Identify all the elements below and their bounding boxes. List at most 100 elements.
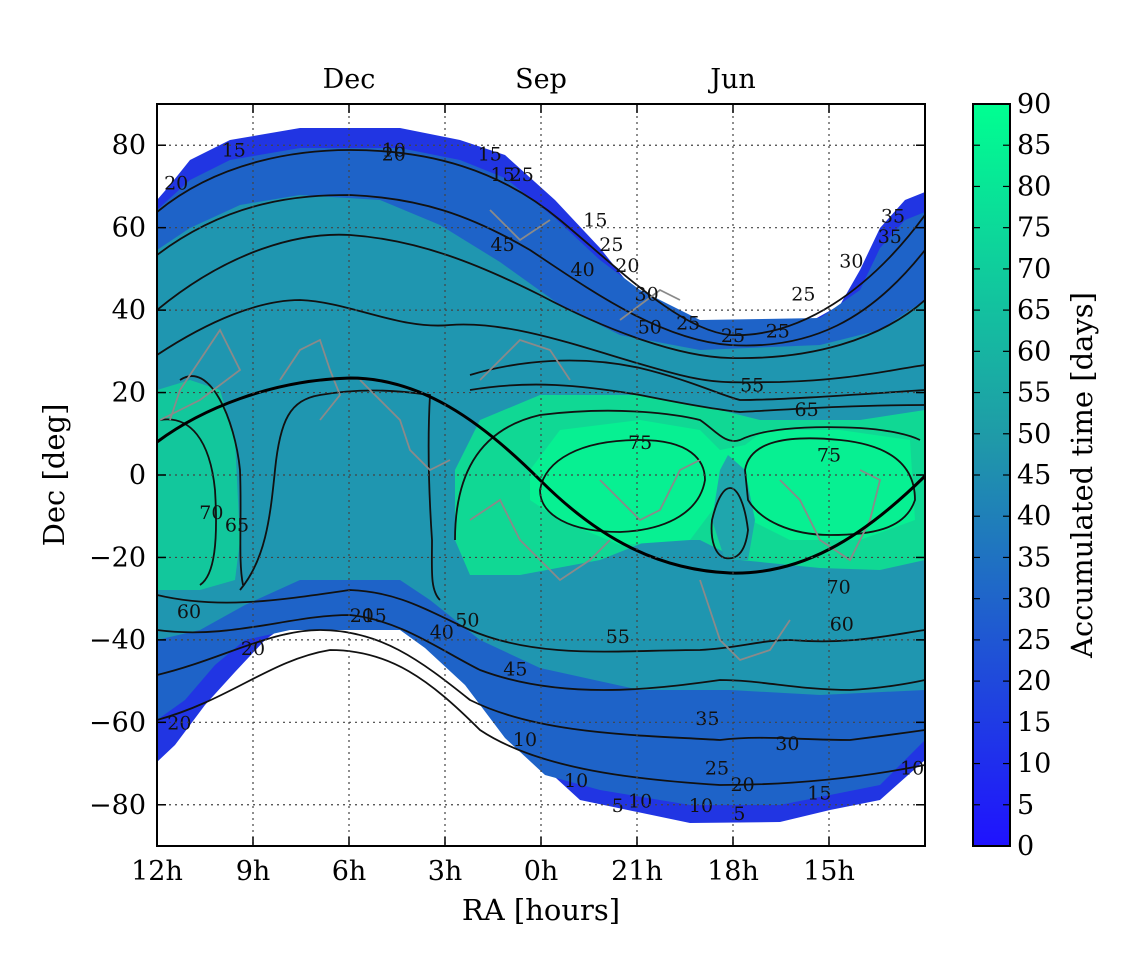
contour-label: 15 xyxy=(807,782,831,804)
colorbar-tick-label: 60 xyxy=(1017,336,1051,367)
contour-label: 10 xyxy=(382,139,406,161)
contour-label: 65 xyxy=(225,514,249,536)
colorbar-tick-label: 85 xyxy=(1017,130,1051,161)
colorbar-label: Accumulated time [days] xyxy=(1065,292,1099,659)
contour-label: 20 xyxy=(350,605,374,627)
contour-label: 70 xyxy=(199,502,223,524)
top-tick-label: Sep xyxy=(515,64,567,95)
colorbar-tick-label: 10 xyxy=(1017,749,1051,780)
contour-label: 20 xyxy=(731,774,755,796)
contour-label: 25 xyxy=(676,312,700,334)
contour-label: 20 xyxy=(167,712,191,734)
y-axis-label: Dec [deg] xyxy=(37,404,71,547)
contour-label: 20 xyxy=(615,255,639,277)
contour-label: 65 xyxy=(795,399,819,421)
colorbar-tick-label: 90 xyxy=(1017,89,1051,120)
contour-label: 5 xyxy=(612,795,624,817)
contour-label: 30 xyxy=(775,733,799,755)
contour-label: 25 xyxy=(510,164,534,186)
y-tick-label: 60 xyxy=(112,213,146,244)
colorbar-tick-label: 5 xyxy=(1017,790,1034,821)
x-tick-label: 3h xyxy=(428,856,463,887)
contour-label: 10 xyxy=(628,791,652,813)
colorbar-tick-label: 35 xyxy=(1017,542,1051,573)
x-tick-label: 21h xyxy=(611,856,663,887)
y-tick-label: −40 xyxy=(89,625,146,656)
contour-label: 15 xyxy=(491,164,515,186)
contour-label: 15 xyxy=(583,209,607,231)
contour-label: 5 xyxy=(733,803,745,825)
contour-label: 20 xyxy=(164,172,188,194)
contour-label: 50 xyxy=(455,609,479,631)
colorbar-tick-label: 65 xyxy=(1017,295,1051,326)
contour-label: 50 xyxy=(638,317,662,339)
contour-label: 25 xyxy=(791,284,815,306)
contour-label: 15 xyxy=(222,139,246,161)
colorbar-tick-label: 20 xyxy=(1017,666,1051,697)
y-axis-ticks: 80 60 40 20 0 −20 −40 −60 −80 xyxy=(89,130,925,821)
contour-label: 75 xyxy=(817,444,841,466)
y-tick-label: −60 xyxy=(89,707,146,738)
colorbar-tick-label: 0 xyxy=(1017,831,1034,862)
contour-label: 35 xyxy=(695,708,719,730)
contour-label: 30 xyxy=(635,284,659,306)
x-tick-label: 12h xyxy=(131,856,183,887)
contour-label: 60 xyxy=(830,613,854,635)
colorbar-tick-label: 25 xyxy=(1017,625,1051,656)
top-axis-ticks: Dec Sep Jun xyxy=(323,64,756,95)
colorbar-tick-label: 70 xyxy=(1017,254,1051,285)
contour-label: 25 xyxy=(766,321,790,343)
y-tick-label: 0 xyxy=(129,460,146,491)
contour-label: 45 xyxy=(491,234,515,256)
contour-label: 30 xyxy=(839,251,863,273)
colorbar-tick-label: 15 xyxy=(1017,707,1051,738)
contour-label: 10 xyxy=(564,770,588,792)
x-tick-label: 18h xyxy=(707,856,759,887)
contour-lines xyxy=(157,149,925,786)
contour-label: 45 xyxy=(503,659,527,681)
x-tick-label: 15h xyxy=(803,856,855,887)
y-tick-label: 80 xyxy=(112,130,146,161)
contour-label: 35 xyxy=(878,226,902,248)
contour-label: 25 xyxy=(721,325,745,347)
colorbar-tick-label: 80 xyxy=(1017,171,1051,202)
contour-label: 10 xyxy=(689,795,713,817)
y-tick-label: 40 xyxy=(112,295,146,326)
top-tick-label: Jun xyxy=(707,64,756,95)
contour-label: 55 xyxy=(740,374,764,396)
grid-lines xyxy=(157,104,925,846)
contour-label: 70 xyxy=(827,576,851,598)
contour-label: 35 xyxy=(881,205,905,227)
y-tick-label: 20 xyxy=(112,378,146,409)
contour-label: 15 xyxy=(363,605,387,627)
contour-label: 75 xyxy=(628,432,652,454)
colorbar-tick-label: 45 xyxy=(1017,460,1051,491)
colorbar-tick-label: 30 xyxy=(1017,584,1051,615)
contour-label: 20 xyxy=(382,143,406,165)
x-tick-label: 6h xyxy=(332,856,367,887)
contour-label: 55 xyxy=(606,626,630,648)
top-tick-label: Dec xyxy=(323,64,376,95)
colorbar-tick-label: 75 xyxy=(1017,213,1051,244)
x-tick-label: 0h xyxy=(524,856,559,887)
contour-label: 10 xyxy=(900,758,924,780)
colorbar-tick-label: 55 xyxy=(1017,378,1051,409)
x-tick-label: 9h xyxy=(236,856,271,887)
contour-label: 20 xyxy=(241,638,265,660)
colorbar-tick-label: 40 xyxy=(1017,501,1051,532)
contour-label: 40 xyxy=(430,622,454,644)
contour-label: 60 xyxy=(177,601,201,623)
y-tick-label: −80 xyxy=(89,790,146,821)
y-tick-label: −20 xyxy=(89,542,146,573)
ecliptic-line xyxy=(157,376,925,575)
contour-label: 15 xyxy=(478,143,502,165)
x-axis-label: RA [hours] xyxy=(462,893,620,927)
contour-label: 10 xyxy=(513,729,537,751)
high-region-left xyxy=(157,380,240,590)
colorbar-tick-label: 50 xyxy=(1017,419,1051,450)
contour-label: 40 xyxy=(571,259,595,281)
